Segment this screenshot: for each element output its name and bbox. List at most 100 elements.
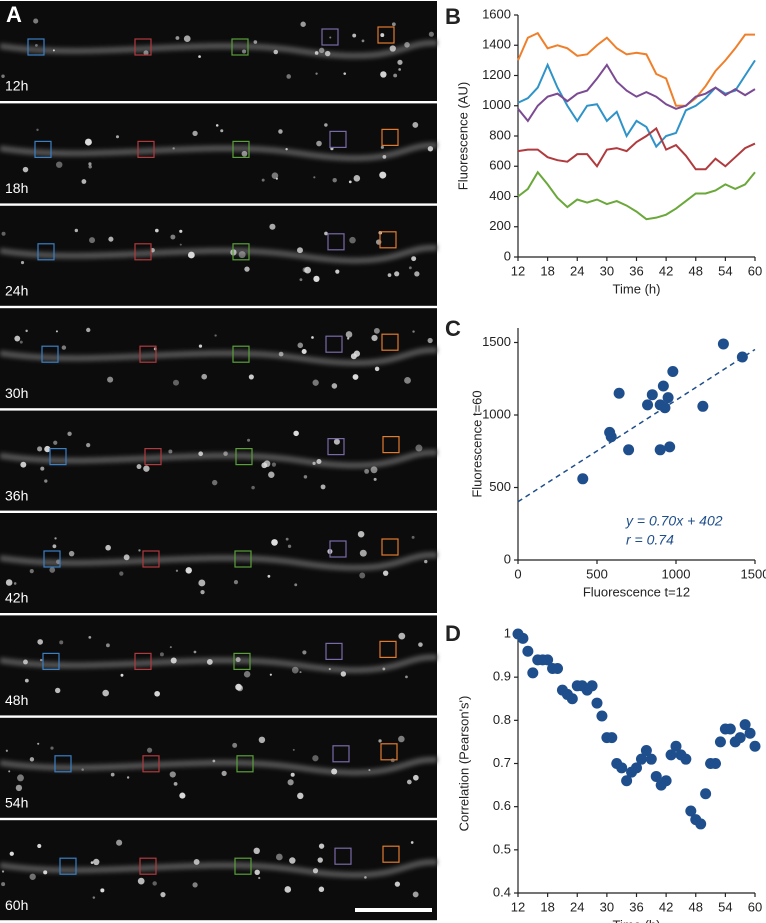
spine (331, 768, 338, 775)
spine (343, 72, 347, 75)
timepoint-label: 18h (5, 180, 28, 196)
data-point (670, 740, 682, 752)
annotation: r = 0.74 (626, 532, 674, 548)
spine (33, 18, 39, 24)
spine (211, 479, 218, 486)
spine (88, 165, 92, 169)
x-tick-label: 12 (511, 263, 525, 278)
spine (404, 42, 410, 48)
spine (382, 667, 386, 671)
data-point (685, 805, 697, 817)
roi-box (42, 652, 60, 671)
y-tick-label: 0.4 (493, 884, 511, 899)
spine (244, 266, 250, 272)
spine (269, 223, 276, 230)
spine (179, 243, 182, 246)
spine (380, 71, 387, 78)
spine (313, 275, 320, 282)
data-point (586, 680, 598, 692)
spine (411, 535, 415, 539)
spine (379, 171, 387, 179)
spine (292, 748, 295, 751)
y-axis-label: Fluorescence (AU) (455, 82, 470, 190)
spine (312, 461, 316, 465)
spine (22, 166, 29, 173)
timepoint-label: 54h (5, 795, 28, 811)
spine (88, 635, 92, 639)
spine (108, 236, 114, 242)
spine (61, 345, 67, 350)
spine (350, 353, 357, 360)
spine (25, 329, 28, 333)
spine (170, 657, 177, 664)
spine (235, 657, 241, 663)
data-point (744, 727, 756, 739)
data-point (542, 654, 554, 666)
y-tick-label: 0 (504, 248, 511, 263)
spine (427, 337, 433, 344)
spine (100, 888, 105, 893)
panel-letter: D (445, 621, 461, 646)
spine (389, 45, 396, 52)
spine (258, 876, 261, 880)
roi-box (379, 640, 397, 659)
data-point (654, 444, 666, 456)
spine (5, 579, 13, 586)
y-tick-label: 1200 (482, 67, 511, 82)
spine (40, 658, 43, 662)
x-axis-label: Time (h) (613, 281, 661, 296)
spine (352, 33, 357, 38)
spine (44, 445, 51, 453)
spine (382, 570, 389, 576)
spine (312, 755, 319, 762)
spine (408, 266, 412, 270)
spine (267, 574, 271, 578)
spine (37, 639, 43, 645)
x-tick-label: 18 (540, 263, 554, 278)
roi-box (27, 38, 45, 56)
data-point (640, 745, 652, 757)
spine (1, 870, 5, 873)
spine (233, 580, 239, 585)
spine (13, 582, 17, 585)
spine (143, 50, 149, 56)
spine (312, 868, 319, 874)
spine (313, 176, 316, 179)
spine (152, 881, 157, 886)
y-tick-label: 1500 (482, 334, 511, 349)
spine (179, 792, 186, 799)
spine (55, 330, 58, 333)
dendrite (0, 449, 438, 469)
spine (251, 485, 255, 490)
x-tick-label: 0 (514, 566, 521, 581)
data-point (517, 632, 529, 644)
dendrite (0, 551, 438, 571)
data-point (577, 473, 589, 485)
spine (359, 572, 366, 579)
roi-box (381, 128, 399, 146)
data-point (657, 380, 669, 392)
spine (316, 458, 322, 465)
y-tick-label: 500 (489, 479, 511, 494)
roi-box (137, 140, 155, 158)
spine (20, 461, 27, 468)
spine (286, 74, 291, 79)
spine (123, 554, 130, 561)
data-point (739, 719, 751, 731)
data-point (606, 732, 618, 744)
spine (119, 571, 124, 576)
panel-letter: C (445, 316, 461, 341)
spine (179, 229, 183, 233)
y-tick-label: 0 (504, 551, 511, 566)
spine (364, 468, 370, 474)
spine (198, 344, 203, 348)
spine (168, 449, 173, 454)
spine (371, 334, 378, 342)
spine (412, 122, 419, 128)
x-tick-label: 12 (511, 899, 525, 914)
roi-box (321, 28, 339, 46)
spine (373, 327, 380, 334)
spine (368, 769, 371, 772)
spine (44, 479, 48, 483)
spine (1, 231, 6, 236)
